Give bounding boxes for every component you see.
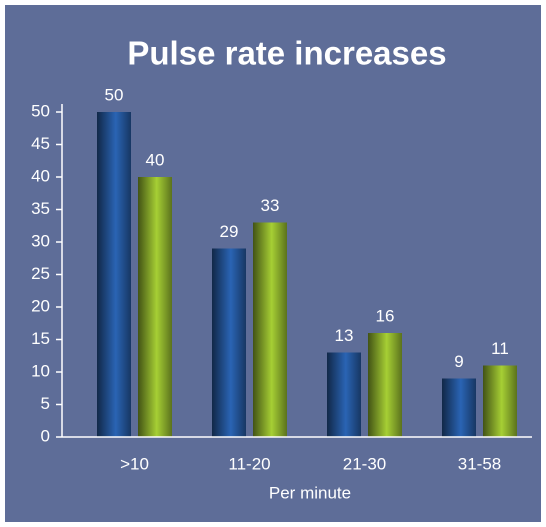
y-tick-label: 50 — [31, 101, 50, 120]
value-label: 33 — [261, 196, 280, 215]
y-tick-label: 35 — [31, 199, 50, 218]
bar — [253, 222, 287, 437]
y-tick-label: 25 — [31, 264, 50, 283]
value-label: 50 — [105, 85, 124, 104]
y-tick-label: 40 — [31, 166, 50, 185]
bar — [97, 112, 131, 437]
x-tick-label: 21-30 — [343, 454, 386, 473]
value-label: 9 — [454, 352, 463, 371]
bar — [212, 248, 246, 437]
bar — [327, 352, 361, 437]
bar — [442, 378, 476, 437]
x-axis-label: Per minute — [269, 483, 351, 502]
value-label: 16 — [376, 306, 395, 325]
y-tick-label: 45 — [31, 134, 50, 153]
x-tick-label: 31-58 — [458, 454, 501, 473]
chart-title: Pulse rate increases — [127, 35, 446, 72]
bar — [483, 365, 517, 437]
bar — [368, 333, 402, 437]
y-tick-label: 0 — [41, 426, 50, 445]
y-tick-label: 20 — [31, 296, 50, 315]
y-tick-label: 15 — [31, 329, 50, 348]
y-tick-label: 10 — [31, 361, 50, 380]
value-label: 29 — [220, 222, 239, 241]
value-label: 13 — [335, 326, 354, 345]
value-label: 11 — [491, 339, 509, 358]
y-tick-label: 5 — [41, 394, 50, 413]
x-tick-label: >10 — [120, 454, 149, 473]
y-tick-label: 30 — [31, 231, 50, 250]
value-label: 40 — [146, 150, 165, 169]
x-tick-label: 11-20 — [228, 454, 270, 473]
bar — [138, 177, 172, 437]
